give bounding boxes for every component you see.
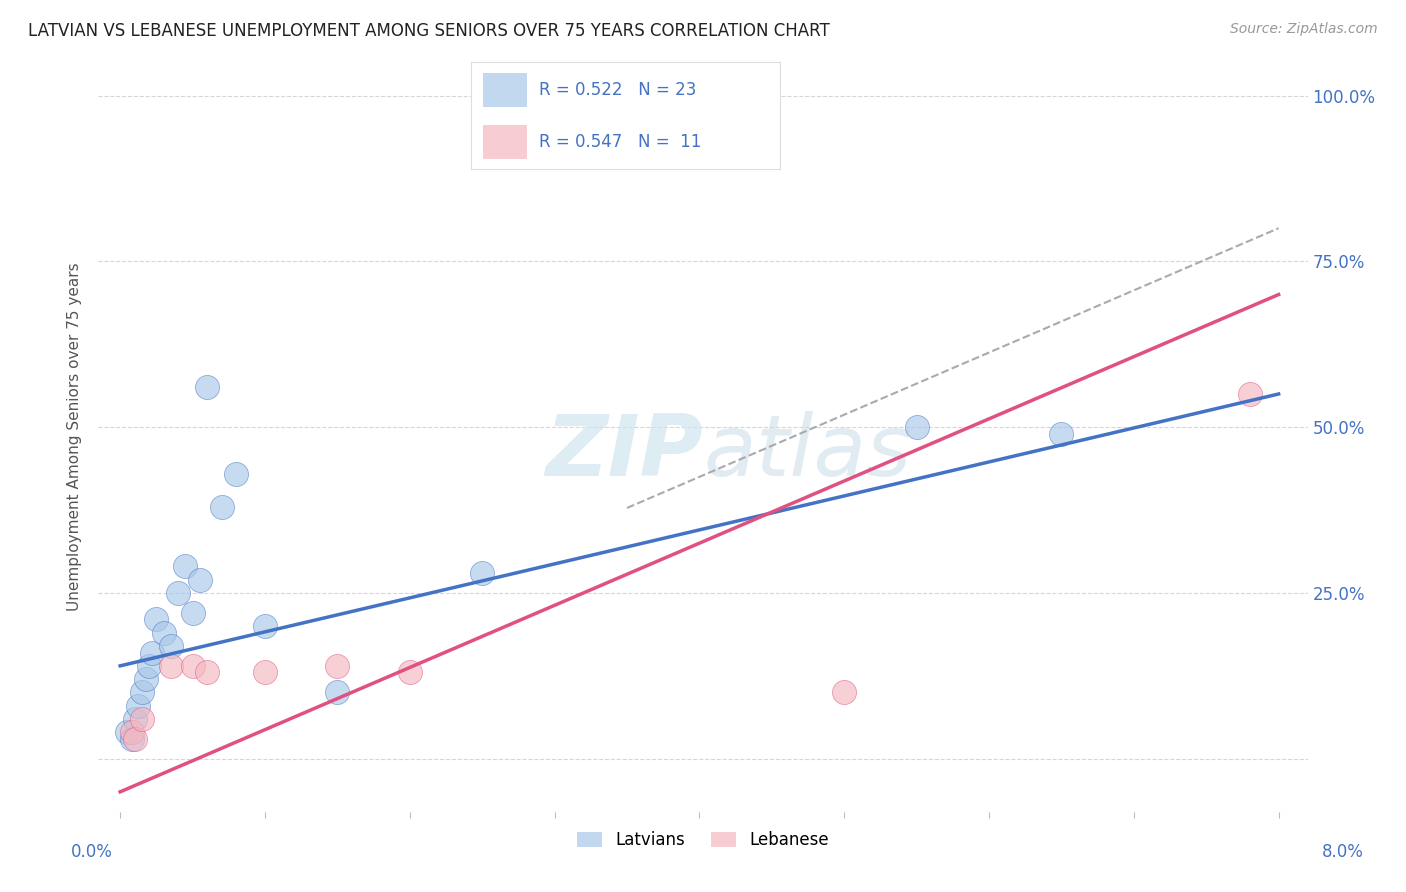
Point [195, 665, 218, 680]
Point [124, 712, 146, 726]
Text: LATVIAN VS LEBANESE UNEMPLOYMENT AMONG SENIORS OVER 75 YEARS CORRELATION CHART: LATVIAN VS LEBANESE UNEMPLOYMENT AMONG S… [28, 22, 830, 40]
Point [471, 566, 494, 580]
Point [152, 625, 174, 640]
Point [225, 467, 247, 481]
Point [326, 685, 349, 699]
Point [253, 665, 276, 680]
Text: 0.0%: 0.0% [70, 843, 112, 861]
Point [253, 619, 276, 633]
Text: R = 0.547   N =  11: R = 0.547 N = 11 [538, 133, 702, 151]
Point [159, 639, 181, 653]
FancyBboxPatch shape [484, 73, 527, 107]
Point [181, 658, 204, 673]
Point [1050, 426, 1073, 441]
Point [174, 559, 197, 574]
Point [117, 725, 139, 739]
Point [121, 725, 143, 739]
Point [188, 573, 211, 587]
Point [181, 606, 204, 620]
Point [135, 672, 157, 686]
Point [326, 658, 349, 673]
Point [131, 712, 153, 726]
Point [145, 612, 167, 626]
Point [124, 731, 146, 746]
FancyBboxPatch shape [484, 125, 527, 159]
Point [905, 420, 928, 434]
Point [195, 380, 218, 394]
Point [211, 500, 233, 514]
Point [121, 731, 143, 746]
Point [167, 586, 190, 600]
Legend: Latvians, Lebanese: Latvians, Lebanese [571, 824, 835, 855]
Text: atlas: atlas [703, 410, 911, 493]
Point [131, 685, 153, 699]
Point [141, 646, 163, 660]
Text: ZIP: ZIP [546, 410, 703, 493]
Y-axis label: Unemployment Among Seniors over 75 years: Unemployment Among Seniors over 75 years [67, 263, 83, 611]
Point [398, 665, 420, 680]
Text: 8.0%: 8.0% [1322, 843, 1364, 861]
Point [832, 685, 855, 699]
Point [1239, 387, 1261, 401]
Point [138, 658, 160, 673]
Text: R = 0.522   N = 23: R = 0.522 N = 23 [538, 81, 696, 99]
Text: Source: ZipAtlas.com: Source: ZipAtlas.com [1230, 22, 1378, 37]
Point [127, 698, 149, 713]
Point [159, 658, 181, 673]
